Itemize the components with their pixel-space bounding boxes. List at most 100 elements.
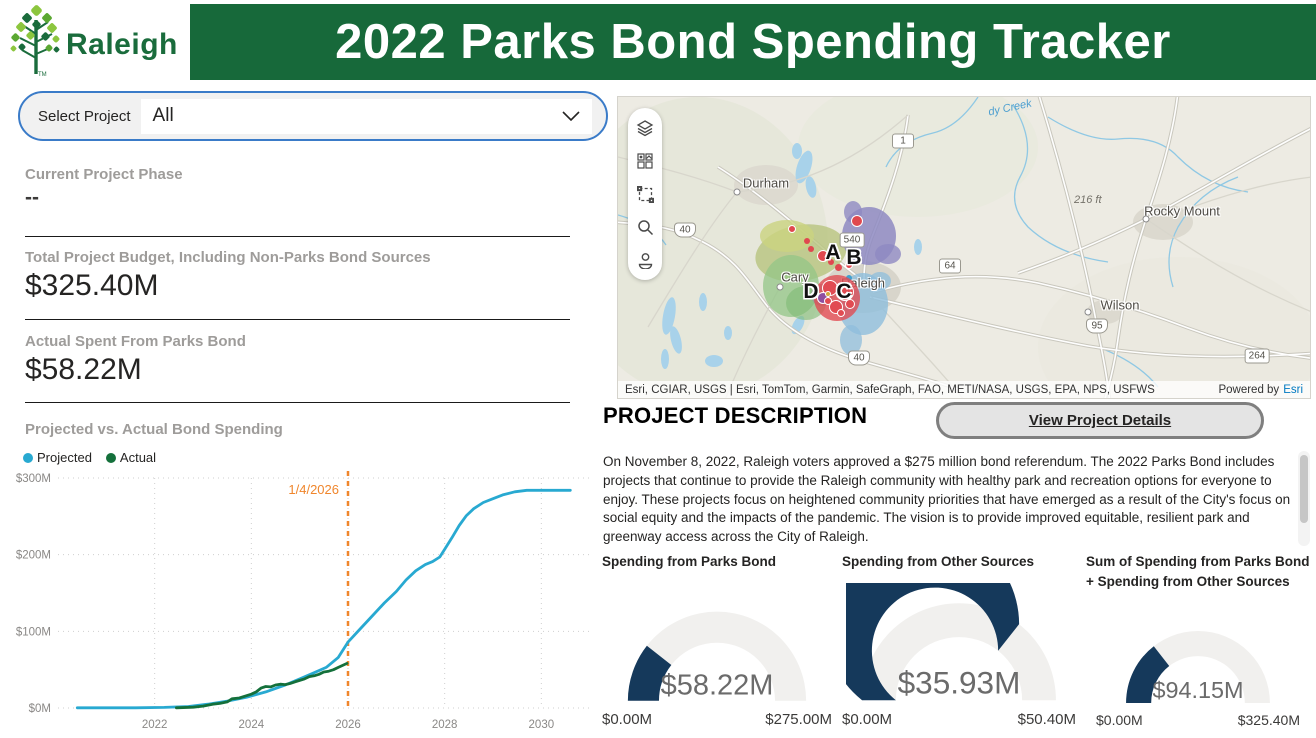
legend-label: Projected <box>37 450 92 465</box>
svg-text:2028: 2028 <box>432 719 458 731</box>
project-location-marker[interactable] <box>828 259 834 265</box>
highway-shield-40: 40 <box>674 222 696 238</box>
actual-legend-dot <box>105 452 116 463</box>
divider <box>25 402 570 403</box>
chevron-down-icon[interactable] <box>562 111 580 121</box>
stat-value: $325.40M <box>25 269 159 302</box>
gauge-min: $0.00M <box>842 711 893 728</box>
project-location-marker[interactable] <box>804 238 810 244</box>
search-icon[interactable] <box>635 217 655 237</box>
slicer-label: Select Project <box>38 107 131 125</box>
gauge-other-sources: Spending from Other Sources $35.93M $0.0… <box>842 552 1076 728</box>
scrollbar-thumb[interactable] <box>1300 455 1308 523</box>
project-location-marker[interactable] <box>837 309 845 317</box>
view-project-details-button[interactable]: View Project Details <box>936 402 1264 439</box>
svg-text:2022: 2022 <box>142 719 168 731</box>
map-attribution: Esri, CGIAR, USGS | Esri, TomTom, Garmin… <box>618 381 1310 398</box>
stat-label: Actual Spent From Parks Bond <box>25 333 246 350</box>
chart-title: Projected vs. Actual Bond Spending <box>25 421 283 438</box>
gauge-arc: $58.22M <box>627 611 807 702</box>
highway-shield-40: 40 <box>848 350 870 366</box>
elevation-label: 216 ft <box>1074 194 1102 206</box>
divider <box>25 236 570 237</box>
highway-shield-64: 64 <box>939 258 961 274</box>
legend-label: Actual <box>119 450 157 465</box>
map-city-dot <box>776 283 784 291</box>
svg-text:2026: 2026 <box>335 719 361 731</box>
logo-trademark: TM <box>38 72 47 78</box>
account-icon[interactable] <box>635 250 655 270</box>
svg-text:1/4/2026: 1/4/2026 <box>288 482 339 497</box>
stat-value: -- <box>25 186 39 209</box>
project-location-marker[interactable] <box>845 299 855 309</box>
project-slicer[interactable]: Select Project All <box>18 91 608 141</box>
cluster-label-c[interactable]: C <box>836 280 852 303</box>
stat-value: $58.22M <box>25 353 142 386</box>
svg-text:$35.93M: $35.93M <box>898 664 1021 700</box>
map-basemap <box>618 97 1310 398</box>
cluster-label-a[interactable]: A <box>825 241 841 264</box>
svg-text:$100M: $100M <box>16 626 51 638</box>
title-bar: 2022 Parks Bond Spending Tracker <box>190 4 1316 80</box>
projected-legend-dot <box>23 452 33 463</box>
stat-total-budget: Total Project Budget, Including Non-Park… <box>25 249 570 303</box>
svg-text:2024: 2024 <box>239 719 265 731</box>
stat-label: Total Project Budget, Including Non-Park… <box>25 249 431 266</box>
project-location-marker[interactable] <box>817 250 829 262</box>
gauge-title: Spending from Other Sources <box>842 554 1035 569</box>
map-city-label: Durham <box>742 175 790 191</box>
project-location-marker[interactable] <box>788 225 796 233</box>
project-location-marker[interactable] <box>824 297 832 305</box>
stat-current-phase: Current Project Phase -- <box>25 166 570 210</box>
gauge-arc: $35.93M <box>846 583 1056 700</box>
attribution-text: Esri, CGIAR, USGS | Esri, TomTom, Garmin… <box>625 383 1155 396</box>
raleigh-tree-icon <box>10 5 60 74</box>
layers-icon[interactable] <box>635 118 655 138</box>
gauge-row: Spending from Parks Bond $58.22M $0.00M … <box>602 552 1310 728</box>
project-description-heading: PROJECT DESCRIPTION <box>603 403 868 428</box>
spending-line-chart: $0M $100M $200M $300M 2022 2024 2026 2028 2030 1/… <box>16 471 592 731</box>
project-location-marker[interactable] <box>834 263 842 271</box>
basemap-gallery-icon[interactable] <box>635 151 655 171</box>
cluster-label-b[interactable]: B <box>846 246 862 269</box>
legend-item-projected[interactable]: Projected <box>23 450 92 465</box>
map-city-dot <box>733 188 741 196</box>
gauge-title: Spending from Parks Bond <box>602 554 777 569</box>
project-location-marker[interactable] <box>845 261 853 269</box>
description-scrollbar[interactable] <box>1298 451 1310 546</box>
svg-text:$94.15M: $94.15M <box>1152 677 1243 703</box>
gauge-max: $325.40M <box>1237 712 1300 728</box>
project-location-marker[interactable] <box>825 291 831 297</box>
raleigh-logo: Raleigh TM <box>8 4 188 82</box>
page-title: 2022 Parks Bond Spending Tracker <box>335 15 1171 69</box>
select-rectangle-icon[interactable] <box>635 184 655 204</box>
project-description-text: On November 8, 2022, Raleigh voters appr… <box>603 454 1291 545</box>
svg-text:2030: 2030 <box>529 719 555 731</box>
svg-text:$58.22M: $58.22M <box>661 670 774 702</box>
highway-shield-264: 264 <box>1244 348 1270 364</box>
highway-shield-540: 540 <box>839 232 865 248</box>
logo-wordmark: Raleigh <box>66 28 178 61</box>
divider <box>25 319 570 320</box>
project-dropdown[interactable]: All <box>140 98 592 134</box>
gauge-title: Sum of Spending from Parks Bond + Spendi… <box>1086 554 1310 589</box>
map-city-label: Wilson <box>1100 297 1140 313</box>
legend-item-actual[interactable]: Actual <box>105 450 157 465</box>
highway-shield-95: 95 <box>1086 318 1108 334</box>
gauge-min: $0.00M <box>602 711 653 728</box>
chart-legend: Projected Actual <box>23 450 156 465</box>
gauge-min: $0.00M <box>1096 712 1143 728</box>
cluster-label-d[interactable]: D <box>803 280 819 303</box>
map-city-dot <box>1142 215 1150 223</box>
project-location-marker[interactable] <box>808 246 814 252</box>
map-city-dot <box>1084 308 1092 316</box>
svg-text:$200M: $200M <box>16 550 51 562</box>
esri-link[interactable]: Esri <box>1283 383 1303 396</box>
svg-text:$0M: $0M <box>29 703 51 715</box>
project-location-marker[interactable] <box>851 215 863 227</box>
map-city-label: Cary <box>781 269 809 285</box>
map-city-label: Rocky Mount <box>1144 203 1220 219</box>
stat-label: Current Project Phase <box>25 166 183 183</box>
gauge-max: $275.00M <box>765 711 832 728</box>
